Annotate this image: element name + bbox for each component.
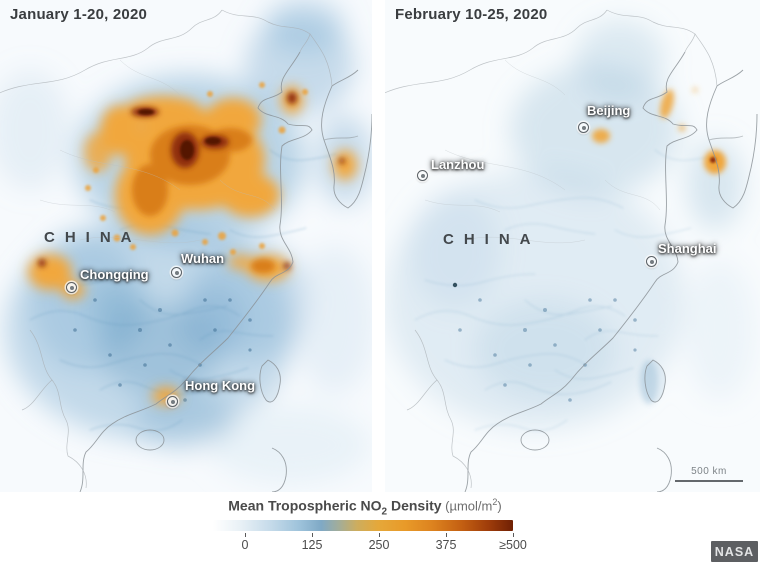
legend-title-subscript: 2 [381, 506, 388, 518]
city-marker-beijing [578, 122, 589, 133]
legend-unit-post: ) [497, 498, 502, 514]
legend-ticklabels: 0 125 250 375 ≥500 [241, 538, 527, 554]
legend-tick-0: 0 [241, 538, 249, 552]
country-label-china-right: CHINA [443, 231, 541, 248]
legend-tick-375: 375 [435, 538, 457, 552]
city-label-shanghai: Shanghai [658, 241, 717, 256]
city-marker-chongqing [66, 282, 77, 293]
map-panel-february: February 10-25, 2020 CHINA Lanzhou Beiji… [385, 0, 760, 492]
scale-bar: 500 km [675, 466, 743, 486]
legend-title-main2: Density [387, 497, 442, 514]
city-label-hong-kong: Hong Kong [185, 378, 256, 393]
scale-bar-label: 500 km [691, 466, 727, 477]
map-panel-january: January 1-20, 2020 CHINA Chongqing Wuhan… [0, 0, 372, 492]
city-label-chongqing: Chongqing [80, 267, 149, 282]
legend-tick-125: 125 [301, 538, 323, 552]
city-label-wuhan: Wuhan [181, 251, 225, 266]
country-label-china-left: CHINA [44, 229, 142, 246]
city-marker-lanzhou [417, 170, 428, 181]
city-marker-wuhan [171, 267, 182, 278]
legend-tick-500: ≥500 [499, 538, 527, 552]
legend-tick-250: 250 [368, 538, 390, 552]
legend-title-main: Mean Tropospheric NO [228, 497, 382, 514]
legend-tickmarks [245, 533, 514, 537]
city-label-beijing: Beijing [587, 103, 631, 118]
nasa-credit-badge: NASA [711, 541, 758, 562]
legend-unit-superscript: 2 [492, 497, 498, 507]
city-label-lanzhou: Lanzhou [431, 157, 485, 172]
city-marker-hong-kong [167, 396, 178, 407]
scale-bar-line [675, 480, 743, 482]
legend-colorbar [213, 520, 513, 531]
panel-title-february: February 10-25, 2020 [395, 6, 548, 23]
legend-unit-pre: (µmol/m [441, 498, 493, 514]
map-art-january [0, 0, 372, 492]
legend-title: Mean Tropospheric NO2 Density (µmol/m2) [180, 497, 550, 518]
city-marker-shanghai [646, 256, 657, 267]
panel-title-january: January 1-20, 2020 [10, 6, 148, 23]
map-art-february [385, 0, 760, 492]
legend: Mean Tropospheric NO2 Density (µmol/m2) … [180, 497, 550, 552]
